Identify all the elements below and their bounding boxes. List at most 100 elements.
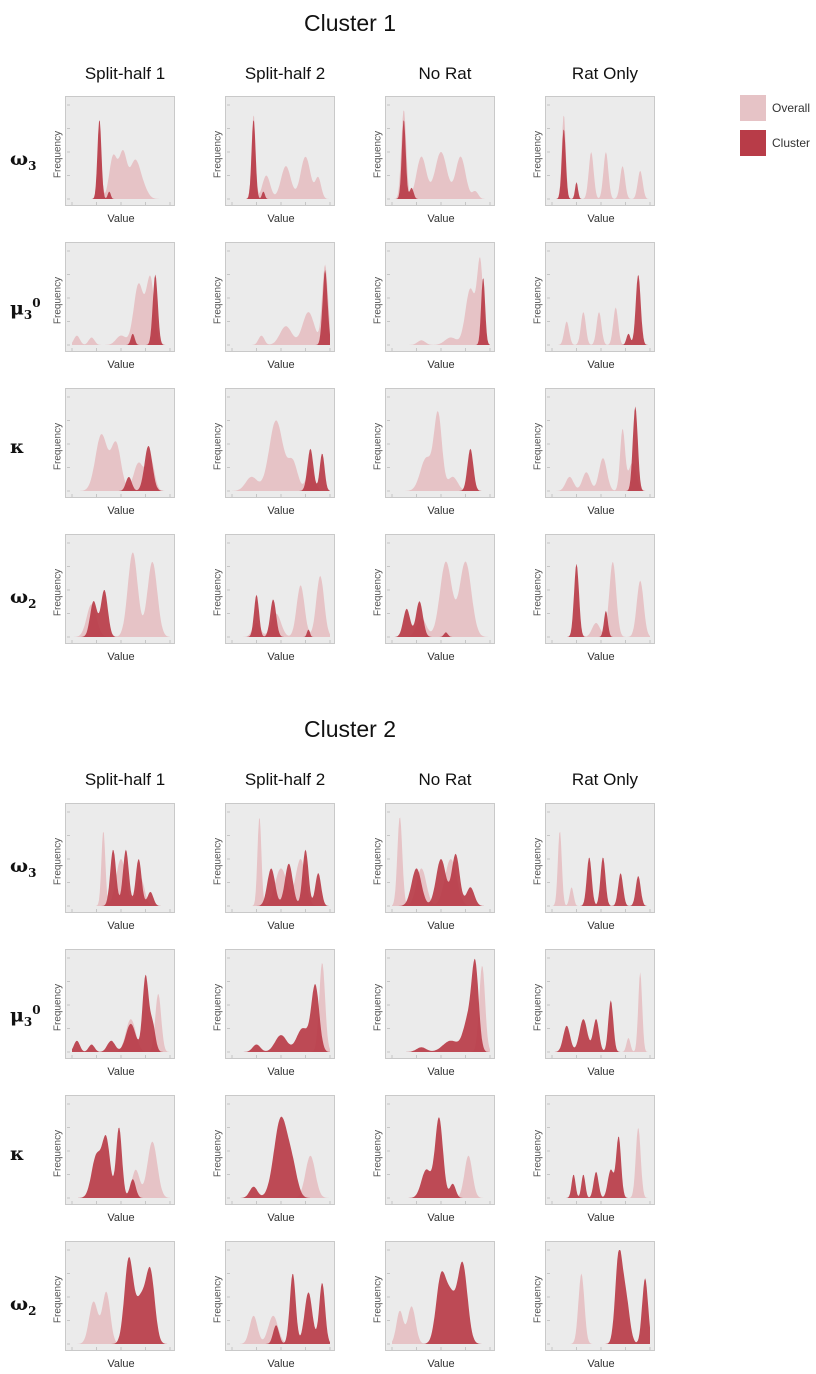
density-panel: Frequency Value xyxy=(213,534,335,663)
row-label: ω2 xyxy=(10,586,54,611)
y-axis-label: Frequency xyxy=(212,130,224,179)
density-panel: Frequency Value xyxy=(533,388,655,517)
density-plot xyxy=(547,396,651,497)
density-panel: Frequency Value xyxy=(53,803,175,932)
density-plot xyxy=(547,1249,651,1350)
density-plot xyxy=(67,542,171,643)
density-plot xyxy=(67,396,171,497)
density-plot xyxy=(67,1249,171,1350)
row-label: κ xyxy=(10,436,54,458)
overall-density-area xyxy=(552,831,650,906)
density-plot xyxy=(547,542,651,643)
overall-density-area xyxy=(232,264,330,345)
row-label-symbol: ω xyxy=(10,855,29,877)
density-plot xyxy=(67,811,171,912)
legend-label-overall: Overall xyxy=(772,101,811,115)
density-plot xyxy=(547,104,651,205)
y-axis-label: Frequency xyxy=(532,276,544,325)
x-axis-label: Value xyxy=(427,920,455,932)
x-axis-label: Value xyxy=(267,1358,295,1370)
cluster-density-area xyxy=(72,1256,170,1344)
column-header: Rat Only xyxy=(571,770,639,789)
x-axis-label: Value xyxy=(107,1358,135,1370)
x-axis-label: Value xyxy=(587,1066,615,1078)
legend-item-overall: Overall xyxy=(740,95,816,121)
y-axis-label: Frequency xyxy=(532,422,544,471)
column-header: Split-half 1 xyxy=(84,770,166,789)
x-axis-label: Value xyxy=(427,1066,455,1078)
row-label-subscript: 3 xyxy=(28,865,37,880)
y-axis-label: Frequency xyxy=(532,130,544,179)
overall-density-area xyxy=(232,575,330,637)
cluster-density-area xyxy=(72,1127,170,1198)
y-axis-label: Frequency xyxy=(372,1129,384,1178)
y-axis-label: Frequency xyxy=(212,422,224,471)
row-label-symbol: μ xyxy=(10,1004,24,1027)
density-panel: Frequency Value xyxy=(533,1095,655,1224)
density-plot xyxy=(387,104,491,205)
row-label-superscript: 0 xyxy=(32,296,41,310)
x-axis-label: Value xyxy=(267,1066,295,1078)
overall-density-area xyxy=(72,831,170,906)
y-axis-label: Frequency xyxy=(212,568,224,617)
density-panel: Frequency Value xyxy=(213,1241,335,1370)
cluster-density-area xyxy=(232,1116,330,1198)
density-panel: Frequency Value xyxy=(533,534,655,663)
row-label: ω3 xyxy=(10,148,54,173)
density-panel: Frequency Value xyxy=(373,96,495,225)
density-plot xyxy=(67,957,171,1058)
density-panel: Frequency Value xyxy=(533,96,655,225)
row-label-symbol: κ xyxy=(10,436,25,458)
x-axis-label: Value xyxy=(427,1358,455,1370)
x-axis-label: Value xyxy=(107,1212,135,1224)
y-axis-label: Frequency xyxy=(212,276,224,325)
density-panel: Frequency Value xyxy=(213,1095,335,1224)
density-panel: Frequency Value xyxy=(373,1095,495,1224)
cluster-density-area xyxy=(392,601,490,637)
overall-density-area xyxy=(72,132,170,199)
overall-density-area xyxy=(552,1128,650,1198)
cluster-density-area xyxy=(552,563,650,637)
y-axis-label: Frequency xyxy=(372,422,384,471)
column-header: Split-half 1 xyxy=(84,64,166,83)
y-axis-label: Frequency xyxy=(212,983,224,1032)
overall-density-area xyxy=(392,1155,490,1198)
row-label: μ30 xyxy=(10,296,54,322)
x-axis-label: Value xyxy=(267,1212,295,1224)
y-axis-label: Frequency xyxy=(212,837,224,886)
overall-density-area xyxy=(72,552,170,637)
y-axis-label: Frequency xyxy=(532,1275,544,1324)
density-plot xyxy=(227,957,331,1058)
density-plot xyxy=(227,1249,331,1350)
overall-density-area xyxy=(552,972,650,1052)
overall-density-area xyxy=(552,307,650,345)
row-label: ω2 xyxy=(10,1293,54,1318)
cluster-density-area xyxy=(72,849,170,906)
y-axis-label: Frequency xyxy=(52,568,64,617)
density-panel: Frequency Value xyxy=(53,96,175,225)
overall-density-area xyxy=(552,562,650,637)
y-axis-label: Frequency xyxy=(52,276,64,325)
x-axis-label: Value xyxy=(427,505,455,517)
row-label-symbol: ω xyxy=(10,586,29,608)
cluster-density-area xyxy=(232,1273,330,1344)
cluster-density-area xyxy=(392,1261,490,1344)
density-panel: Frequency Value xyxy=(373,1241,495,1370)
x-axis-label: Value xyxy=(587,505,615,517)
density-panel: Frequency Value xyxy=(213,803,335,932)
y-axis-label: Frequency xyxy=(372,1275,384,1324)
overall-density-area xyxy=(72,1291,170,1344)
density-plot xyxy=(67,1103,171,1204)
density-panel: Frequency Value xyxy=(533,949,655,1078)
cluster-1-title: Cluster 1 xyxy=(303,10,397,36)
density-panel: Frequency Value xyxy=(53,242,175,371)
x-axis-label: Value xyxy=(107,359,135,371)
density-panel: Frequency Value xyxy=(533,242,655,371)
x-axis-label: Value xyxy=(267,651,295,663)
cluster-2-title: Cluster 2 xyxy=(303,716,397,742)
density-plot xyxy=(67,104,171,205)
density-panel: Frequency Value xyxy=(373,949,495,1078)
y-axis-label: Frequency xyxy=(372,130,384,179)
cluster-density-area xyxy=(552,857,650,906)
y-axis-label: Frequency xyxy=(532,568,544,617)
